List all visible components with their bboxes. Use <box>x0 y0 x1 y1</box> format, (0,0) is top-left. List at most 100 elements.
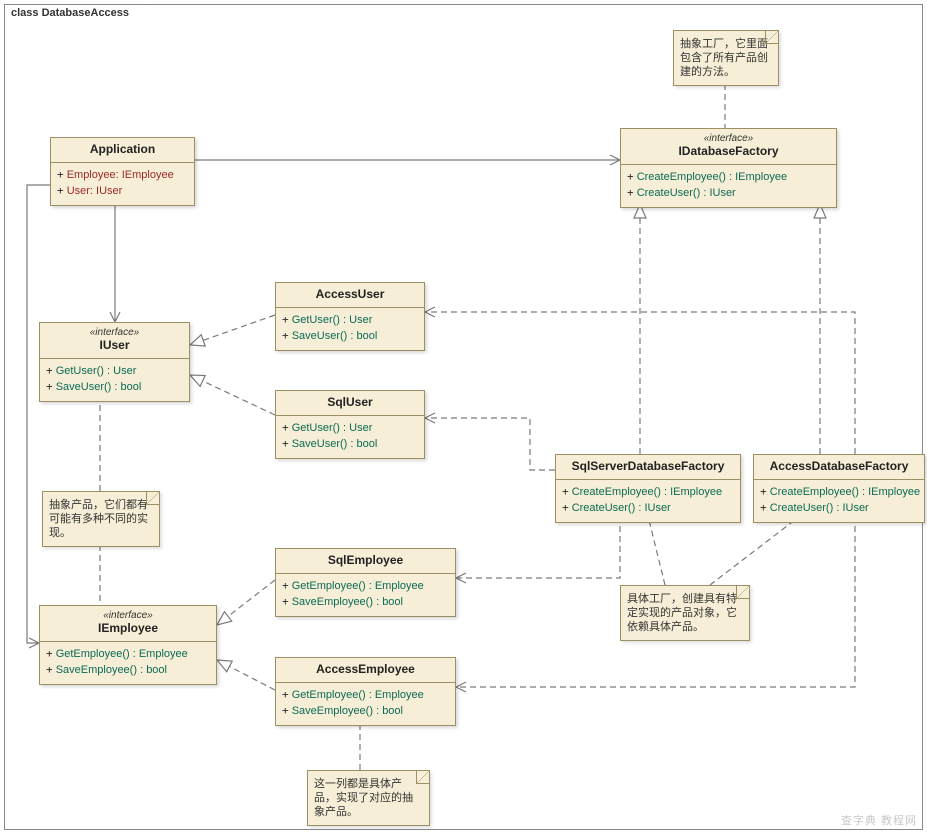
member-ret: IEmployee <box>868 486 920 498</box>
member-name: User <box>67 185 90 197</box>
member-ret: User <box>113 365 136 377</box>
class-members: + GetEmployee() : Employee+ SaveEmployee… <box>276 574 455 616</box>
member-ret: Employee <box>375 580 424 592</box>
class-title: IUser <box>44 338 185 352</box>
member-name: GetEmployee() <box>292 689 366 701</box>
class-members: + CreateEmployee() : IEmployee+ CreateUs… <box>754 480 924 522</box>
note-n4: 这一列都是具体产品，实现了对应的抽象产品。 <box>307 770 430 826</box>
member-ret: bool <box>146 664 167 676</box>
class-members: + CreateEmployee() : IEmployee+ CreateUs… <box>621 165 836 207</box>
member-name: CreateUser() <box>637 187 701 199</box>
class-member: + CreateEmployee() : IEmployee <box>562 484 734 500</box>
member-ret: IUser <box>842 502 868 514</box>
class-box-app: Application + Employee: IEmployee+ User: … <box>50 137 195 206</box>
member-name: CreateUser() <box>572 502 636 514</box>
class-title: Application <box>55 142 190 156</box>
class-members: + CreateEmployee() : IEmployee+ CreateUs… <box>556 480 740 522</box>
class-members: + GetEmployee() : Employee+ SaveEmployee… <box>40 642 216 684</box>
note-text: 抽象工厂，它里面包含了所有产品创建的方法。 <box>680 38 768 78</box>
member-ret: IUser <box>709 187 735 199</box>
member-name: GetUser() <box>292 422 340 434</box>
class-title: SqlServerDatabaseFactory <box>560 459 736 473</box>
member-ret: bool <box>382 596 403 608</box>
class-member: + GetUser() : User <box>282 420 418 436</box>
member-ret: IEmployee <box>735 171 787 183</box>
member-ret: Employee <box>139 648 188 660</box>
member-ret: Employee <box>375 689 424 701</box>
member-name: CreateEmployee() <box>770 486 859 498</box>
member-ret: bool <box>382 705 403 717</box>
class-members: + GetUser() : User+ SaveUser() : bool <box>40 359 189 401</box>
class-box-iuser: «interface»IUser + GetUser() : User+ Save… <box>39 322 190 402</box>
member-ret: User <box>349 314 372 326</box>
class-title: AccessUser <box>280 287 420 301</box>
class-member: + SaveEmployee() : bool <box>282 703 449 719</box>
class-member: + SaveUser() : bool <box>282 436 418 452</box>
class-title: AccessEmployee <box>280 662 451 676</box>
class-title: SqlEmployee <box>280 553 451 567</box>
member-name: SaveEmployee() <box>292 705 373 717</box>
class-box-sqlFac: SqlServerDatabaseFactory + CreateEmployee… <box>555 454 741 523</box>
class-box-accFac: AccessDatabaseFactory + CreateEmployee() … <box>753 454 925 523</box>
class-member: + GetUser() : User <box>46 363 183 379</box>
member-ret: IUser <box>644 502 670 514</box>
member-ret: bool <box>356 330 377 342</box>
class-member: + GetEmployee() : Employee <box>282 687 449 703</box>
class-member: + CreateUser() : IUser <box>760 500 918 516</box>
member-name: GetEmployee() <box>292 580 366 592</box>
class-title: SqlUser <box>280 395 420 409</box>
member-ret: bool <box>356 438 377 450</box>
diagram-stage: class DatabaseAccess Application + Employ… <box>0 0 927 834</box>
class-box-iemp: «interface»IEmployee + GetEmployee() : Em… <box>39 605 217 685</box>
member-ret: bool <box>120 381 141 393</box>
member-type: IEmployee <box>122 169 174 181</box>
class-member: + CreateUser() : IUser <box>627 185 830 201</box>
member-name: SaveUser() <box>292 438 348 450</box>
class-stereo: «interface» <box>625 133 832 144</box>
member-type: IUser <box>96 185 122 197</box>
class-member: + CreateEmployee() : IEmployee <box>760 484 918 500</box>
member-ret: User <box>349 422 372 434</box>
diagram-frame-label: class DatabaseAccess <box>4 4 148 21</box>
class-member: + Employee: IEmployee <box>57 167 188 183</box>
class-member: + CreateUser() : IUser <box>562 500 734 516</box>
member-name: GetUser() <box>56 365 104 377</box>
class-title: AccessDatabaseFactory <box>758 459 920 473</box>
class-members: + GetUser() : User+ SaveUser() : bool <box>276 308 424 350</box>
class-box-sqlEmp: SqlEmployee + GetEmployee() : Employee+ S… <box>275 548 456 617</box>
class-stereo: «interface» <box>44 327 185 338</box>
class-member: + SaveUser() : bool <box>282 328 418 344</box>
note-text: 具体工厂，创建具有特定实现的产品对象，它依赖具体产品。 <box>627 593 737 633</box>
class-members: + Employee: IEmployee+ User: IUser <box>51 163 194 205</box>
note-n2: 抽象产品，它们都有可能有多种不同的实现。 <box>42 491 160 547</box>
member-ret: IEmployee <box>670 486 722 498</box>
class-title: IEmployee <box>44 621 212 635</box>
member-name: CreateUser() <box>770 502 834 514</box>
class-box-idf: «interface»IDatabaseFactory + CreateEmplo… <box>620 128 837 208</box>
class-members: + GetUser() : User+ SaveUser() : bool <box>276 416 424 458</box>
note-text: 抽象产品，它们都有可能有多种不同的实现。 <box>49 499 148 539</box>
class-box-accUser: AccessUser + GetUser() : User+ SaveUser()… <box>275 282 425 351</box>
class-member: + SaveEmployee() : bool <box>282 594 449 610</box>
class-box-sqlUser: SqlUser + GetUser() : User+ SaveUser() : … <box>275 390 425 459</box>
member-name: GetUser() <box>292 314 340 326</box>
watermark: 查字典 教程网 <box>841 812 917 828</box>
class-box-accEmp: AccessEmployee + GetEmployee() : Employee… <box>275 657 456 726</box>
class-title: IDatabaseFactory <box>625 144 832 158</box>
class-member: + GetEmployee() : Employee <box>282 578 449 594</box>
member-name: CreateEmployee() <box>572 486 661 498</box>
member-name: CreateEmployee() <box>637 171 726 183</box>
note-n3: 具体工厂，创建具有特定实现的产品对象，它依赖具体产品。 <box>620 585 750 641</box>
class-member: + GetUser() : User <box>282 312 418 328</box>
class-member: + CreateEmployee() : IEmployee <box>627 169 830 185</box>
class-member: + SaveEmployee() : bool <box>46 662 210 678</box>
member-name: SaveUser() <box>56 381 112 393</box>
member-name: SaveEmployee() <box>56 664 137 676</box>
class-member: + GetEmployee() : Employee <box>46 646 210 662</box>
class-members: + GetEmployee() : Employee+ SaveEmployee… <box>276 683 455 725</box>
member-name: SaveEmployee() <box>292 596 373 608</box>
class-member: + SaveUser() : bool <box>46 379 183 395</box>
member-name: GetEmployee() <box>56 648 130 660</box>
class-member: + User: IUser <box>57 183 188 199</box>
class-stereo: «interface» <box>44 610 212 621</box>
